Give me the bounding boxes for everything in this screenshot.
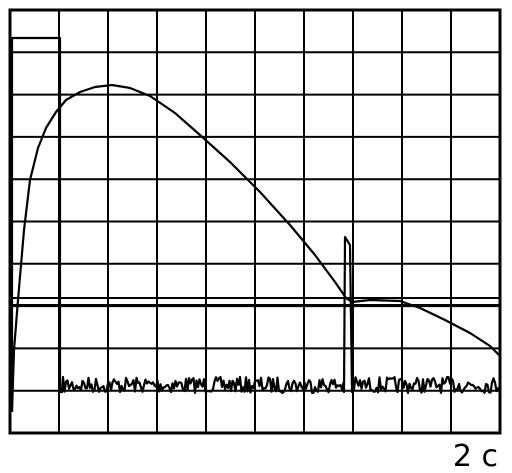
pulse-trace xyxy=(10,36,502,412)
time-scale-label: 2 с xyxy=(453,439,498,473)
response-curve xyxy=(10,83,501,413)
